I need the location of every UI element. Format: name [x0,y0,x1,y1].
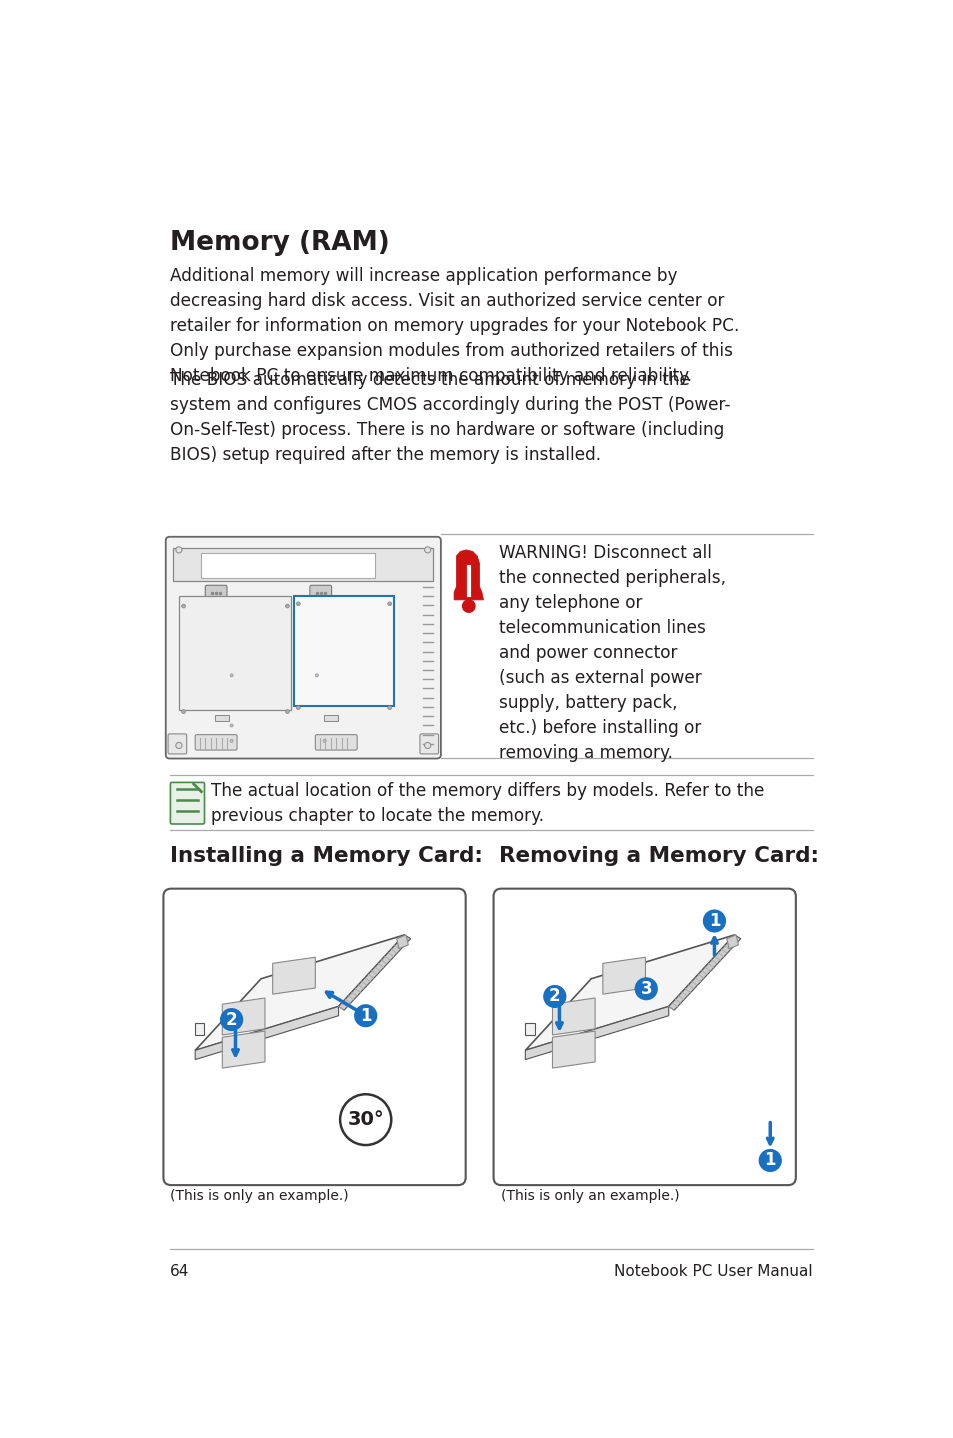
Polygon shape [222,1031,265,1068]
Circle shape [702,909,725,933]
Circle shape [175,742,182,749]
Bar [173,548,433,581]
Circle shape [285,604,289,608]
Circle shape [285,709,289,713]
Circle shape [230,674,233,677]
FancyBboxPatch shape [168,733,187,754]
Text: 64: 64 [170,1264,189,1280]
Text: Installing a Memory Card:: Installing a Memory Card: [170,847,482,866]
Circle shape [354,1004,377,1027]
Circle shape [462,600,475,613]
FancyBboxPatch shape [171,782,204,824]
Polygon shape [552,998,595,1035]
Circle shape [181,604,185,608]
Polygon shape [222,998,265,1035]
Circle shape [424,742,431,749]
Bar [294,597,394,706]
Polygon shape [552,1031,595,1068]
FancyBboxPatch shape [419,733,438,754]
Text: 1: 1 [763,1152,775,1169]
Circle shape [387,706,392,709]
Text: 3: 3 [639,979,652,998]
Text: 2: 2 [548,988,560,1005]
Polygon shape [195,1007,338,1060]
Text: Memory (RAM): Memory (RAM) [170,230,389,256]
FancyBboxPatch shape [205,585,227,601]
Bar [179,597,291,710]
Circle shape [296,706,300,709]
FancyBboxPatch shape [166,536,440,758]
Polygon shape [668,935,740,1011]
Text: 1: 1 [708,912,720,930]
Circle shape [296,603,300,605]
Circle shape [181,709,185,713]
FancyBboxPatch shape [315,735,356,751]
Circle shape [634,978,658,1001]
Polygon shape [273,958,315,994]
FancyBboxPatch shape [163,889,465,1185]
Polygon shape [396,935,408,949]
Text: The actual location of the memory differs by models. Refer to the
previous chapt: The actual location of the memory differ… [211,782,763,825]
FancyBboxPatch shape [493,889,795,1185]
Circle shape [323,739,326,742]
Text: (This is only an example.): (This is only an example.) [170,1189,348,1204]
Circle shape [315,674,318,677]
Polygon shape [195,935,404,1050]
Circle shape [542,985,566,1008]
Bar [200,554,375,578]
Circle shape [220,1008,243,1031]
Text: 1: 1 [359,1007,371,1025]
Polygon shape [195,1024,204,1035]
Circle shape [758,1149,781,1172]
Text: Notebook PC User Manual: Notebook PC User Manual [614,1264,812,1280]
Polygon shape [454,549,483,600]
Text: 30°: 30° [347,1110,384,1129]
Polygon shape [525,935,734,1050]
Polygon shape [525,1024,534,1035]
FancyBboxPatch shape [195,735,236,751]
Circle shape [175,546,182,554]
Polygon shape [338,935,410,1011]
Text: Additional memory will increase application performance by
decreasing hard disk : Additional memory will increase applicat… [170,266,739,384]
Circle shape [230,723,233,728]
Text: WARNING! Disconnect all
the connected peripherals,
any telephone or
telecommunic: WARNING! Disconnect all the connected pe… [498,544,725,762]
Circle shape [387,603,392,605]
FancyBboxPatch shape [310,585,332,601]
Bar [323,715,337,720]
Polygon shape [525,1007,668,1060]
Circle shape [424,546,431,554]
Text: The BIOS automatically detects the amount of memory in the
system and configures: The BIOS automatically detects the amoun… [170,371,729,464]
Polygon shape [602,958,645,994]
Polygon shape [726,935,738,949]
Text: 2: 2 [226,1011,237,1028]
Bar [215,715,229,720]
Circle shape [230,739,233,742]
Text: Removing a Memory Card:: Removing a Memory Card: [498,847,818,866]
Circle shape [340,1094,391,1145]
Text: (This is only an example.): (This is only an example.) [500,1189,679,1204]
